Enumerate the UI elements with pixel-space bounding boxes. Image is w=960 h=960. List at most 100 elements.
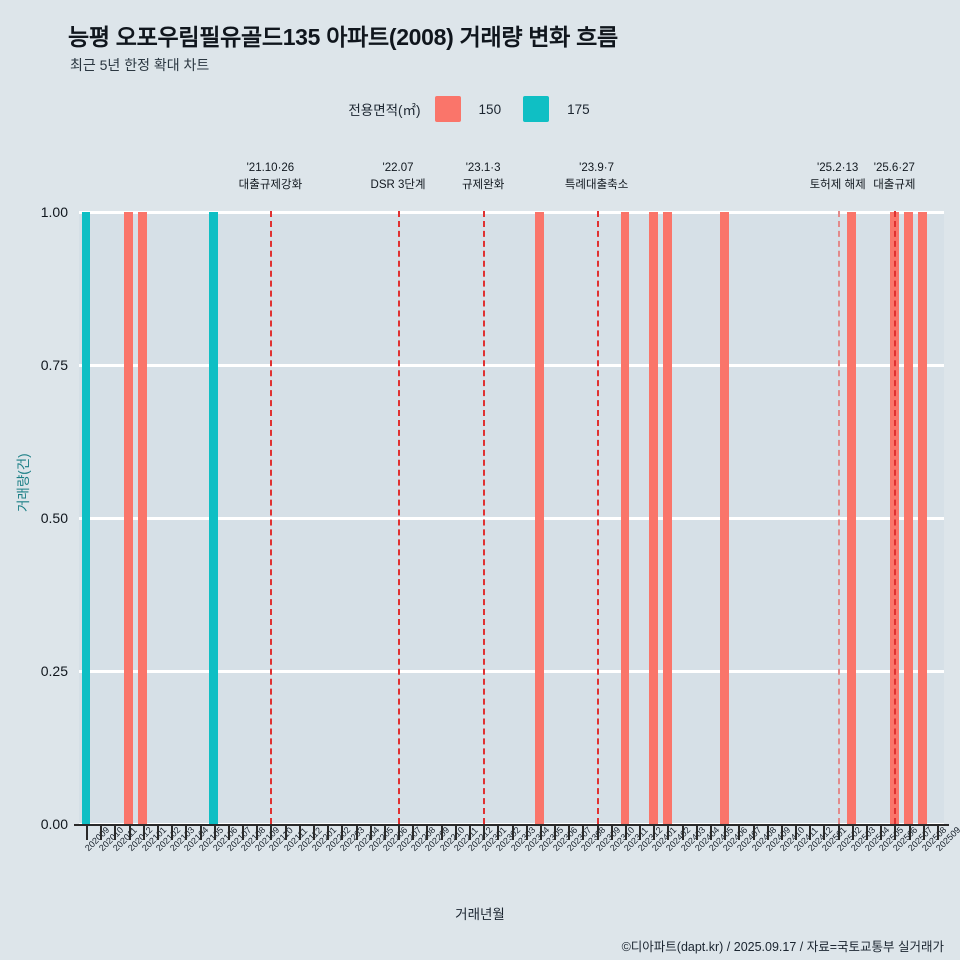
x-axis-title: 거래년월 xyxy=(455,907,505,922)
x-tick xyxy=(894,826,897,840)
x-tick xyxy=(837,826,840,840)
legend-item-150[interactable]: 150 xyxy=(434,96,501,122)
x-tick xyxy=(724,826,727,840)
x-tick xyxy=(270,826,273,840)
x-tick xyxy=(497,826,500,840)
x-tick xyxy=(695,826,698,840)
x-tick xyxy=(880,826,883,840)
x-tick xyxy=(908,826,911,840)
x-tick xyxy=(639,826,642,840)
x-tick xyxy=(284,826,287,840)
x-tick xyxy=(86,826,89,840)
event-name: DSR 3단계 xyxy=(370,178,426,191)
x-tick xyxy=(128,826,131,840)
chart-legend: 전용면적(㎡) 150 175 xyxy=(0,96,960,122)
x-tick xyxy=(752,826,755,840)
x-tick xyxy=(171,826,174,840)
x-tick xyxy=(114,826,117,840)
event-annotation-202506: '25.6·27 대출규제 xyxy=(834,160,954,193)
x-tick xyxy=(298,826,301,840)
event-annotation-202502: '25.2·13 토허제 해제 xyxy=(778,160,898,193)
event-annotation-202301: '23.1·3 규제완화 xyxy=(423,160,543,193)
event-annotation-202207: '22.07 DSR 3단계 xyxy=(338,160,458,193)
x-tick xyxy=(383,826,386,840)
x-tick xyxy=(851,826,854,840)
bar-150-202508[interactable] xyxy=(918,212,928,824)
event-annotation-202309: '23.9·7 특례대출축소 xyxy=(537,160,657,193)
event-name: 토허제 해제 xyxy=(809,178,866,191)
x-tick xyxy=(412,826,415,840)
bar-175-202009[interactable] xyxy=(81,212,91,824)
event-line-202506 xyxy=(894,211,897,824)
x-tick xyxy=(809,826,812,840)
x-tick xyxy=(242,826,245,840)
gridline xyxy=(79,363,944,367)
event-date: '25.2·13 xyxy=(817,162,859,174)
x-tick xyxy=(341,826,344,840)
x-tick xyxy=(454,826,457,840)
y-tick-label: 0.25 xyxy=(40,663,68,679)
page-subtitle: 최근 5년 한정 확대 차트 xyxy=(70,57,210,73)
event-name: 대출규제강화 xyxy=(238,178,303,191)
legend-item-175[interactable]: 175 xyxy=(523,96,590,122)
x-tick xyxy=(256,826,259,840)
x-tick xyxy=(440,826,443,840)
bar-150-202507[interactable] xyxy=(904,212,913,824)
x-tick xyxy=(766,826,769,840)
x-tick xyxy=(483,826,486,840)
event-line-202309 xyxy=(596,211,599,824)
x-tick xyxy=(525,826,528,840)
x-tick xyxy=(624,826,627,840)
x-tick xyxy=(511,826,514,840)
x-tick xyxy=(227,826,230,840)
event-date: '25.6·27 xyxy=(873,162,915,174)
x-tick xyxy=(213,826,216,840)
event-name: 대출규제 xyxy=(873,178,916,191)
bar-150-202101[interactable] xyxy=(138,212,148,824)
legend-swatch-175 xyxy=(523,96,550,122)
y-axis-title: 거래량(건) xyxy=(16,453,31,512)
x-tick xyxy=(710,826,713,840)
x-tick xyxy=(795,826,798,840)
x-tick xyxy=(681,826,684,840)
bar-150-202503[interactable] xyxy=(847,212,857,824)
x-tick xyxy=(582,826,585,840)
event-date: '21.10·26 xyxy=(246,162,295,174)
x-tick xyxy=(199,826,202,840)
gridline xyxy=(79,210,944,214)
legend-swatch-150 xyxy=(434,96,461,122)
x-tick xyxy=(100,826,103,840)
x-tick xyxy=(142,826,145,840)
bar-150-202402[interactable] xyxy=(663,212,672,824)
bar-150-202311[interactable] xyxy=(620,212,630,824)
x-tick xyxy=(369,826,372,840)
gridline xyxy=(79,516,944,520)
footer-source-note: ©디아파트(dapt.kr) / 2025.09.17 / 자료=국토교통부 실… xyxy=(621,940,944,954)
y-tick-label: 0.50 xyxy=(40,510,68,526)
x-tick xyxy=(936,826,939,840)
x-axis-baseline xyxy=(74,824,949,826)
bar-150-202406[interactable] xyxy=(719,212,729,824)
bar-175-202106[interactable] xyxy=(209,212,219,824)
event-line-202301 xyxy=(483,211,486,824)
bar-150-202305[interactable] xyxy=(535,212,545,824)
y-tick-label: 0.75 xyxy=(40,357,68,373)
page-title: 능평 오포우림필유골드135 아파트(2008) 거래량 변화 흐름 xyxy=(68,24,618,50)
x-tick xyxy=(568,826,571,840)
x-tick xyxy=(866,826,868,840)
x-tick xyxy=(610,826,613,840)
x-tick xyxy=(185,826,188,840)
x-tick xyxy=(398,826,401,840)
event-date: '23.9·7 xyxy=(579,162,614,174)
bar-150-202012[interactable] xyxy=(124,212,134,824)
x-tick xyxy=(596,826,599,840)
x-tick xyxy=(468,826,471,840)
x-tick xyxy=(780,826,783,840)
event-annotation-202110: '21.10·26 대출규제강화 xyxy=(210,160,330,193)
event-line-202110 xyxy=(270,211,273,824)
x-tick xyxy=(327,826,330,840)
bar-150-202401[interactable] xyxy=(648,212,658,824)
legend-label-175: 175 xyxy=(567,101,590,117)
x-tick xyxy=(653,826,656,840)
